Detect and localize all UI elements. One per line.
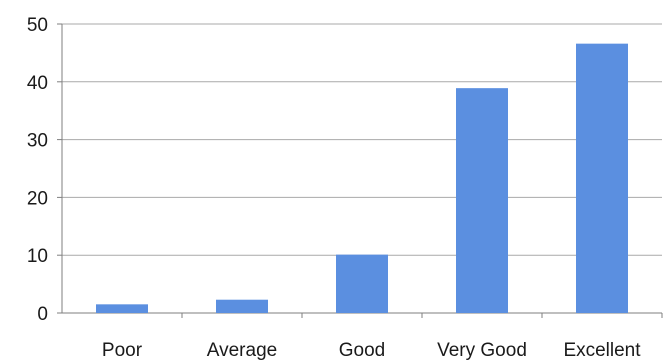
bar-poor — [96, 304, 148, 313]
x-category-label: Average — [207, 340, 277, 361]
x-category-label: Very Good — [437, 340, 527, 361]
y-tick-label: 10 — [27, 246, 48, 267]
x-category-label: Poor — [102, 340, 143, 361]
y-tick-label: 20 — [27, 188, 48, 209]
y-tick-label: 0 — [37, 304, 48, 325]
y-tick-label: 30 — [27, 131, 48, 152]
x-axis-category-labels: Poor Average Good Very Good Excellent — [102, 340, 641, 361]
x-category-label: Good — [339, 340, 385, 361]
bar-very-good — [456, 88, 508, 314]
x-category-label: Excellent — [563, 340, 641, 361]
grid-lines — [62, 23, 662, 256]
bar-good — [336, 254, 388, 313]
bar-average — [216, 299, 268, 313]
bar-excellent — [576, 43, 628, 313]
y-tick-label: 50 — [27, 15, 48, 36]
bars — [96, 43, 628, 314]
y-tick-label: 40 — [27, 73, 48, 94]
y-axis-tick-labels: 0 10 20 30 40 50 — [27, 15, 48, 325]
